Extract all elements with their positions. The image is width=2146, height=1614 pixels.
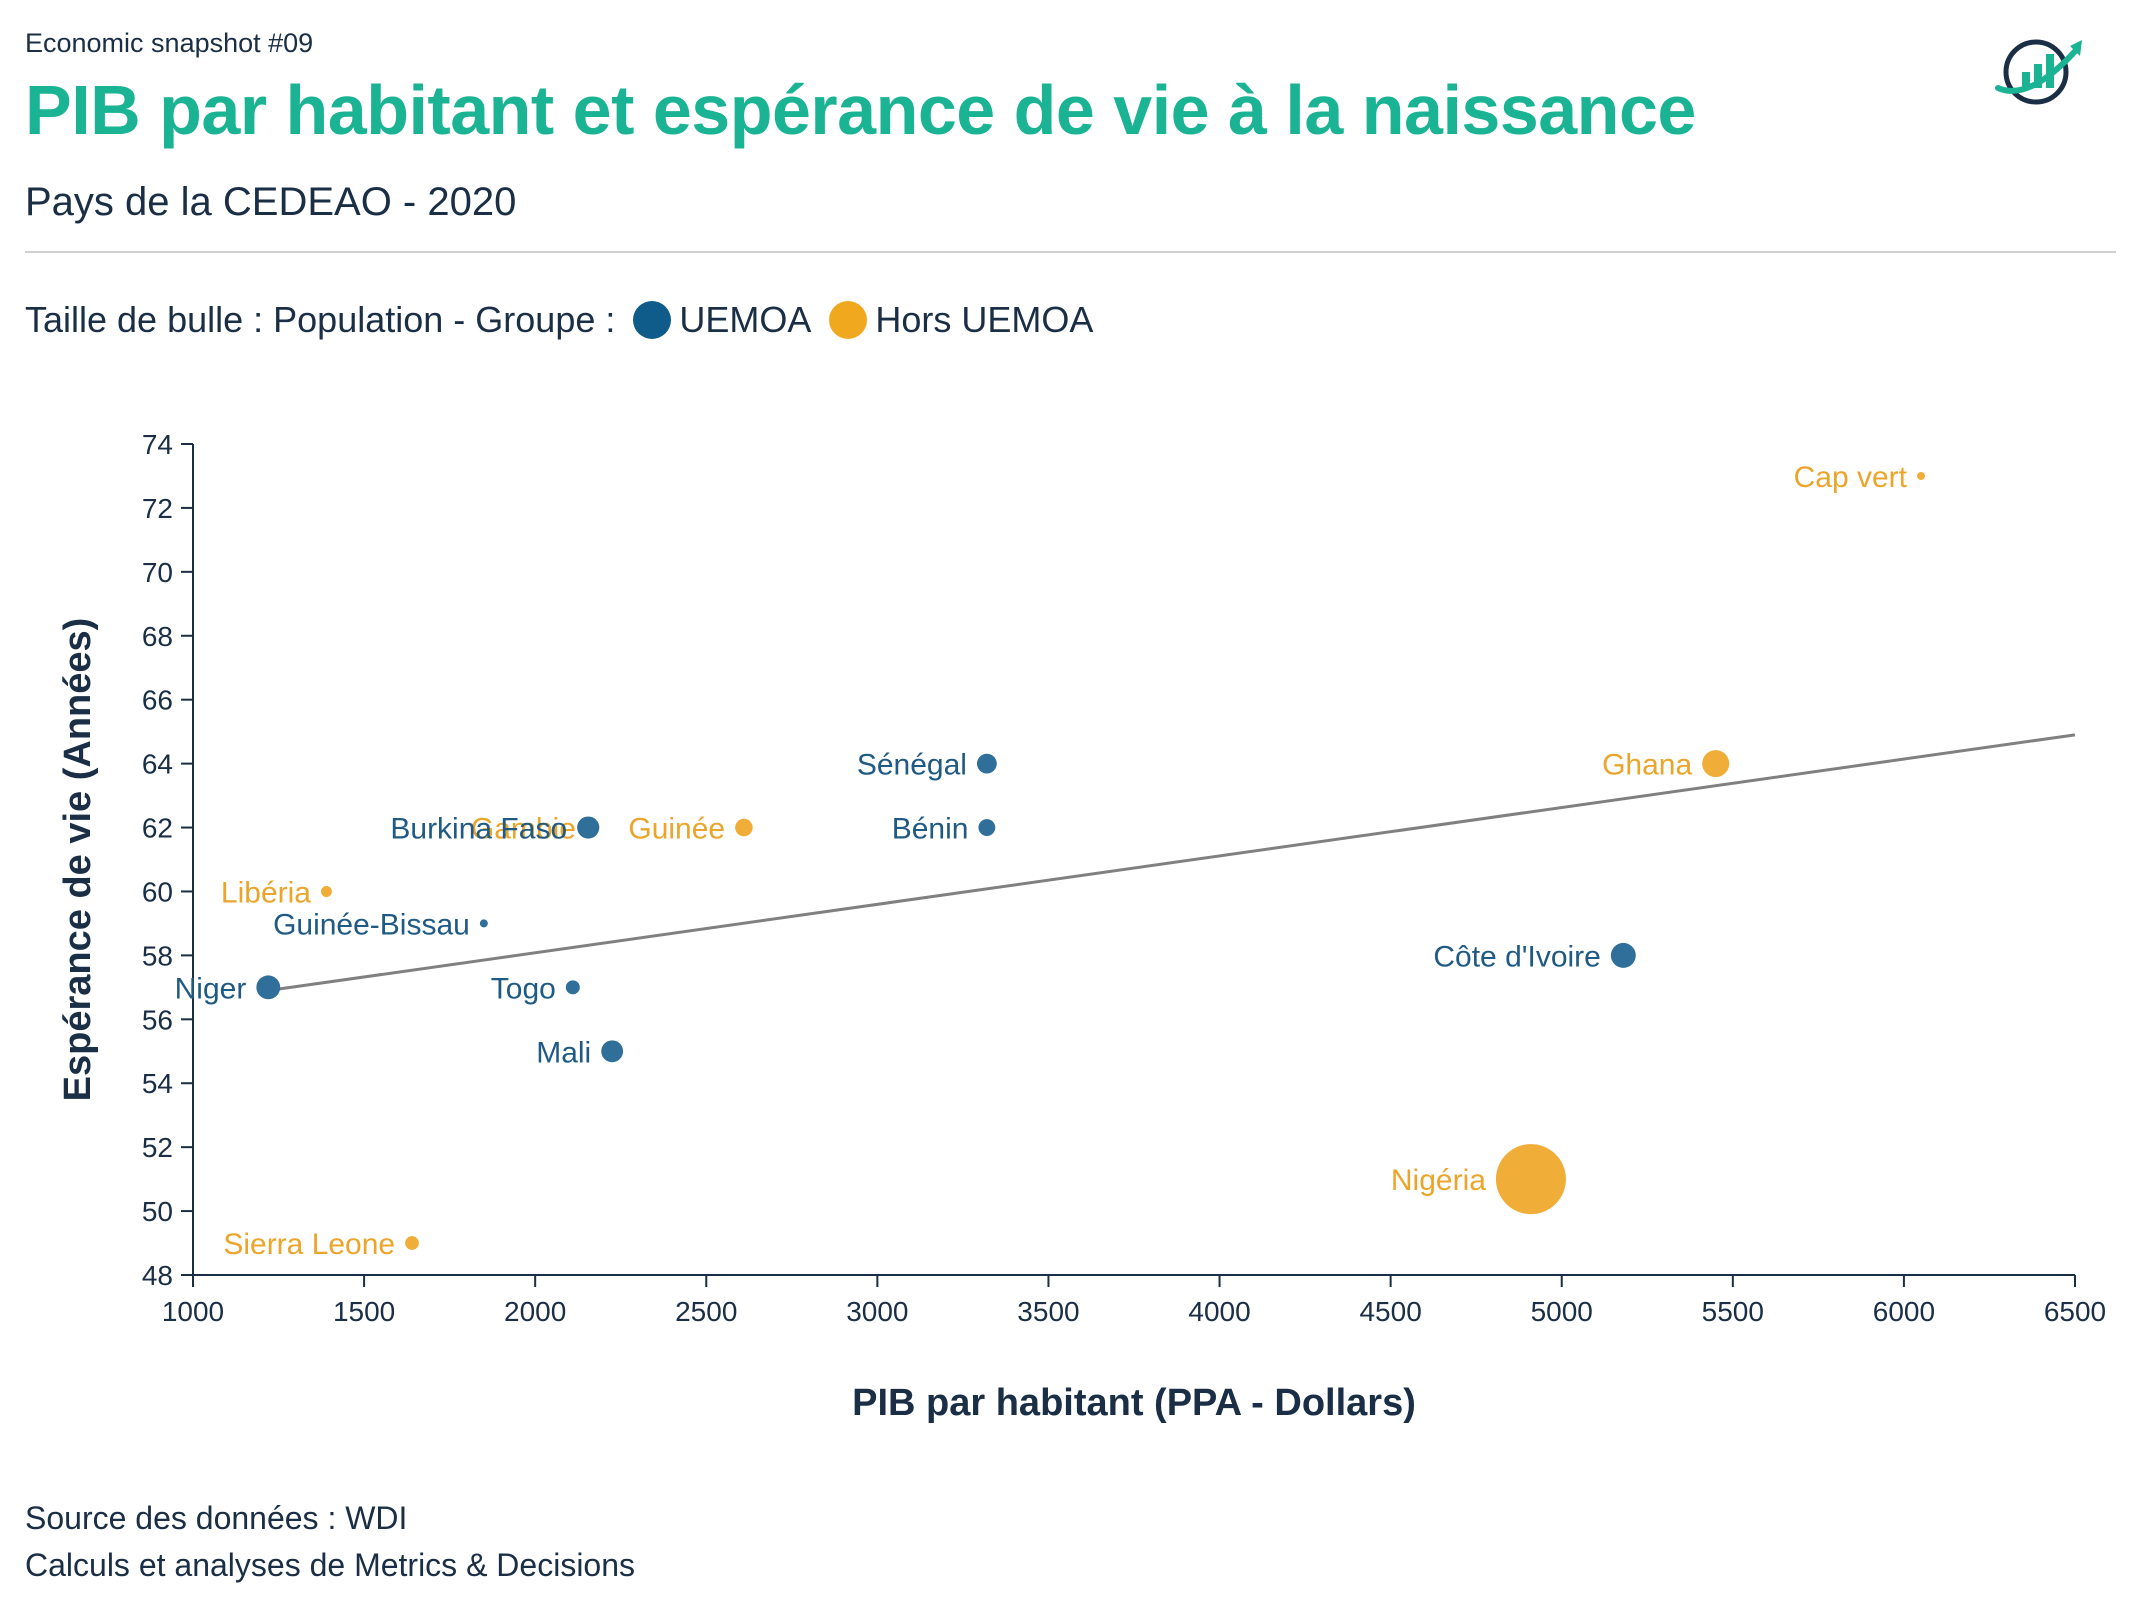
credits-note: Calculs et analyses de Metrics & Decisio… (25, 1547, 636, 1583)
y-tick-label: 48 (142, 1260, 173, 1291)
y-tick-label: 56 (142, 1004, 173, 1035)
point-label-burkina-faso: Burkina Faso (390, 813, 567, 846)
point-label-togo: Togo (491, 972, 556, 1005)
bubble-sierra-leone (405, 1236, 419, 1250)
x-tick-label: 1500 (333, 1296, 395, 1327)
bubble-senegal (976, 753, 997, 774)
bubble-liberia (320, 885, 332, 897)
point-label-benin: Bénin (892, 813, 969, 846)
point-label-gambie: Gambie (471, 813, 576, 846)
legend-swatch-uemoa (633, 301, 672, 339)
report-kicker: Economic snapshot #09 (25, 28, 314, 58)
y-tick-label: 68 (142, 621, 173, 652)
point-label-sierra-leone: Sierra Leone (223, 1228, 395, 1261)
chart-subtitle: Pays de la CEDEAO - 2020 (25, 180, 517, 224)
bubble-guinee-bissau (479, 919, 488, 928)
x-tick-label: 4000 (1188, 1296, 1250, 1327)
growth-chart-logo-icon (1995, 39, 2082, 105)
bubble-burkina-faso (577, 816, 600, 839)
x-tick-label: 6000 (1873, 1296, 1935, 1327)
y-tick-label: 52 (142, 1132, 173, 1163)
y-axis: 48 50 52 54 56 58 60 62 64 66 68 70 72 74 (142, 429, 194, 1291)
x-tick-label: 5500 (1702, 1296, 1764, 1327)
legend-item-hors-uemoa: Hors UEMOA (811, 299, 1093, 341)
legend-label-hors-uemoa: Hors UEMOA (875, 299, 1094, 340)
footer: Source des données : WDI Calculs et anal… (25, 1495, 635, 1589)
y-axis-title: Espérance de vie (Années) (57, 618, 99, 1102)
y-tick-label: 64 (142, 749, 173, 780)
source-note: Source des données : WDI (25, 1500, 408, 1536)
x-tick-label: 5000 (1531, 1296, 1593, 1327)
y-tick-label: 62 (142, 813, 173, 844)
point-label-mali: Mali (536, 1036, 591, 1069)
point-label-cote-d-ivoire: Côte d'Ivoire (1433, 940, 1600, 973)
y-tick-label: 66 (142, 685, 173, 716)
bubble-benin (978, 819, 996, 836)
data-points: Cap vert Ghana Nigéria Guinée Gambie Libéria S… (175, 461, 1926, 1261)
bubble-mali (601, 1040, 624, 1063)
y-tick-label: 54 (142, 1068, 173, 1099)
y-tick-label: 60 (142, 876, 173, 907)
legend-prefix: Taille de bulle : Population - Groupe : (25, 299, 616, 340)
bubble-nigeria (1495, 1144, 1566, 1215)
legend-label-uemoa: UEMOA (679, 299, 812, 340)
bubble-niger (256, 975, 281, 1000)
x-tick-label: 3500 (1017, 1296, 1079, 1327)
x-tick-label: 3000 (846, 1296, 908, 1327)
legend-item-uemoa: UEMOA (615, 299, 811, 341)
point-label-nigeria: Nigéria (1391, 1164, 1486, 1197)
x-tick-label: 1000 (162, 1296, 224, 1327)
legend-swatch-hors-uemoa (829, 301, 868, 339)
x-tick-label: 4500 (1359, 1296, 1421, 1327)
bubble-cote-d-ivoire (1610, 942, 1636, 968)
point-label-guinee: Guinée (628, 813, 725, 846)
y-tick-label: 74 (142, 429, 173, 460)
bubble-ghana (1702, 750, 1730, 778)
x-tick-label: 6500 (2044, 1296, 2106, 1327)
x-tick-label: 2000 (504, 1296, 566, 1327)
y-tick-label: 50 (142, 1196, 173, 1227)
legend: Taille de bulle : Population - Groupe : … (25, 295, 1093, 345)
x-tick-label: 2500 (675, 1296, 737, 1327)
point-label-guinee-bissau: Guinée-Bissau (273, 908, 470, 941)
point-label-cap-vert: Cap vert (1794, 461, 1908, 494)
y-tick-label: 72 (142, 493, 173, 524)
x-axis: 1000 1500 2000 2500 3000 3500 4000 4500 5000 5500… (162, 1274, 2106, 1327)
point-label-liberia: Libéria (221, 876, 311, 909)
point-label-ghana: Ghana (1602, 749, 1692, 782)
chart-title: PIB par habitant et espérance de vie à l… (25, 71, 1696, 149)
bubble-togo (565, 980, 580, 995)
point-label-senegal: Sénégal (857, 749, 967, 782)
bubble-chart: 48 50 52 54 56 58 60 62 64 66 68 70 72 74 1000 1500 200… (57, 429, 2106, 1424)
bubble-cap-vert (1917, 471, 1926, 480)
point-label-niger: Niger (175, 972, 247, 1005)
y-tick-label: 58 (142, 940, 173, 971)
bubble-guinee (735, 818, 753, 837)
y-tick-label: 70 (142, 557, 173, 588)
header-divider (25, 251, 2116, 253)
x-axis-title: PIB par habitant (PPA - Dollars) (852, 1382, 1416, 1424)
trendline (268, 733, 2076, 993)
